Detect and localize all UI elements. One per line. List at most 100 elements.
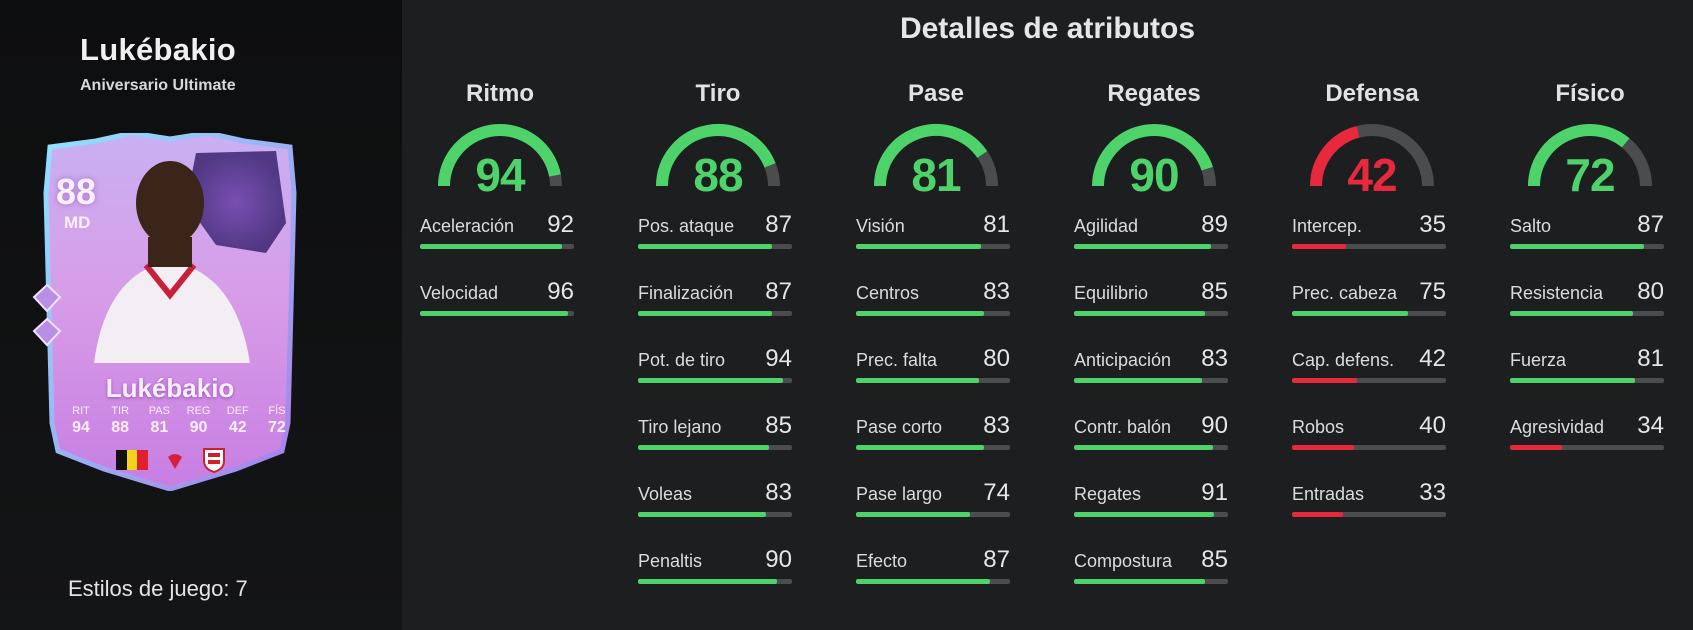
category-name: Defensa [1325,80,1419,107]
attribute-bar [856,244,1010,249]
league-logo-icon [168,454,182,469]
attribute-name: Pase corto [856,417,943,437]
card-player-name: Lukébakio [105,373,235,403]
card-stat-label: RIT [72,405,90,417]
card-position: MD [64,213,91,232]
attribute-value: 92 [547,211,574,238]
attribute-bar-fill [1510,445,1563,450]
attribute-bar-fill [638,378,783,383]
attribute-bar-fill [638,445,769,450]
attribute-bar [1074,378,1228,383]
attribute-row: Contr. balón 90 [1074,409,1234,476]
card-stat-label: PAS [148,405,170,417]
attribute-bar-fill [1510,244,1644,249]
attribute-name: Aceleración [420,216,515,236]
attribute-name: Velocidad [420,283,499,303]
attribute-bar [1292,512,1446,517]
attribute-bar [1510,378,1664,383]
attribute-value: 87 [765,278,792,305]
attribute-bar-fill [1292,445,1354,450]
attribute-row: Agresividad 34 [1510,409,1670,476]
attribute-bar [856,378,1010,383]
category-value: 72 [1565,149,1615,201]
attribute-bar-fill [1510,311,1634,316]
attribute-row: Efecto 87 [856,543,1016,610]
attribute-name: Voleas [638,484,693,504]
attribute-name: Tiro lejano [638,417,722,437]
attribute-row: Penaltis 90 [638,543,798,610]
attribute-row: Pase corto 83 [856,409,1016,476]
card-stat-value: 81 [150,419,169,436]
gauge-track [977,151,998,187]
attribute-bar-fill [1510,378,1635,383]
card-stats: RIT 94 TIR 88 PAS 81 REG 90 DEF 42 FÍS 72 [64,405,294,437]
attribute-bar [1074,579,1228,584]
card-stat-value: 72 [268,419,286,436]
attribute-bar-fill [856,579,990,584]
attribute-value: 83 [983,278,1010,305]
card-stat: RIT 94 [64,405,98,437]
card-stat: DEF 42 [221,405,255,437]
attribute-name: Pos. ataque [638,216,735,236]
attribute-name: Prec. falta [856,350,938,370]
attribute-bar-fill [1074,311,1205,316]
card-stat-label: DEF [226,405,249,417]
attribute-bar [1510,311,1664,316]
gauge-track [1356,124,1434,187]
attribute-value: 91 [1201,479,1228,506]
attribute-row: Visión 81 [856,208,1016,275]
attribute-name: Agresividad [1510,417,1605,437]
attribute-row: Robos 40 [1292,409,1452,476]
gauge-fill [874,124,988,187]
category-regates: Regates 90 Agilidad 89 Equilibrio 85 Anticipac… [1074,80,1234,610]
category-name: Físico [1555,80,1625,107]
belgium-flag-icon [116,450,148,470]
attribute-name: Equilibrio [1074,283,1149,303]
category-gauge: 94 [436,122,564,201]
attribute-value: 90 [1201,412,1228,439]
category-value: 88 [693,149,743,201]
attribute-row: Velocidad 96 [420,275,580,342]
attribute-bar [638,512,792,517]
attribute-bar [638,579,792,584]
gauge-track [549,174,563,187]
attribute-row: Voleas 83 [638,476,798,543]
attribute-value: 74 [983,479,1010,506]
card-stat-value: 90 [189,419,208,436]
gauge-track [764,163,780,187]
category-name: Tiro [695,80,741,107]
attribute-value: 33 [1419,479,1446,506]
attribute-row: Intercep. 35 [1292,208,1452,275]
attribute-bar [638,244,792,249]
attribute-bar [420,311,574,316]
player-card[interactable]: 88 MD Lukébakio RIT 94 TIR 88 PAS 81 REG 90 DEF 4… [32,133,304,491]
attribute-bar-fill [1074,244,1212,249]
category-gauge: 72 [1526,122,1654,201]
attribute-name: Finalización [638,283,734,303]
attribute-value: 83 [983,412,1010,439]
attribute-value: 87 [983,546,1010,573]
attribute-name: Prec. cabeza [1292,283,1398,303]
attribute-bar-fill [1074,512,1215,517]
attribute-value: 35 [1419,211,1446,238]
attribute-name: Penaltis [638,551,703,571]
attribute-bar [1510,244,1664,249]
attribute-name: Contr. balón [1074,417,1172,437]
attribute-bar-fill [856,311,984,316]
attribute-value: 87 [1637,211,1664,238]
attribute-row: Centros 83 [856,275,1016,342]
attribute-name: Regates [1074,484,1142,504]
attribute-value: 89 [1201,211,1228,238]
attribute-name: Robos [1292,417,1345,437]
attribute-name: Pot. de tiro [638,350,726,370]
attribute-bar-fill [1074,445,1213,450]
card-type: Aniversario Ultimate [80,77,236,94]
attribute-value: 81 [1637,345,1664,372]
attribute-value: 87 [765,211,792,238]
playstyles-count[interactable]: Estilos de juego: 7 [68,576,248,601]
card-stat: PAS 81 [142,405,176,437]
card-stat-value: 88 [111,419,130,436]
card-badges [116,447,226,473]
category-name: Ritmo [466,80,534,107]
attribute-row: Pos. ataque 87 [638,208,798,275]
